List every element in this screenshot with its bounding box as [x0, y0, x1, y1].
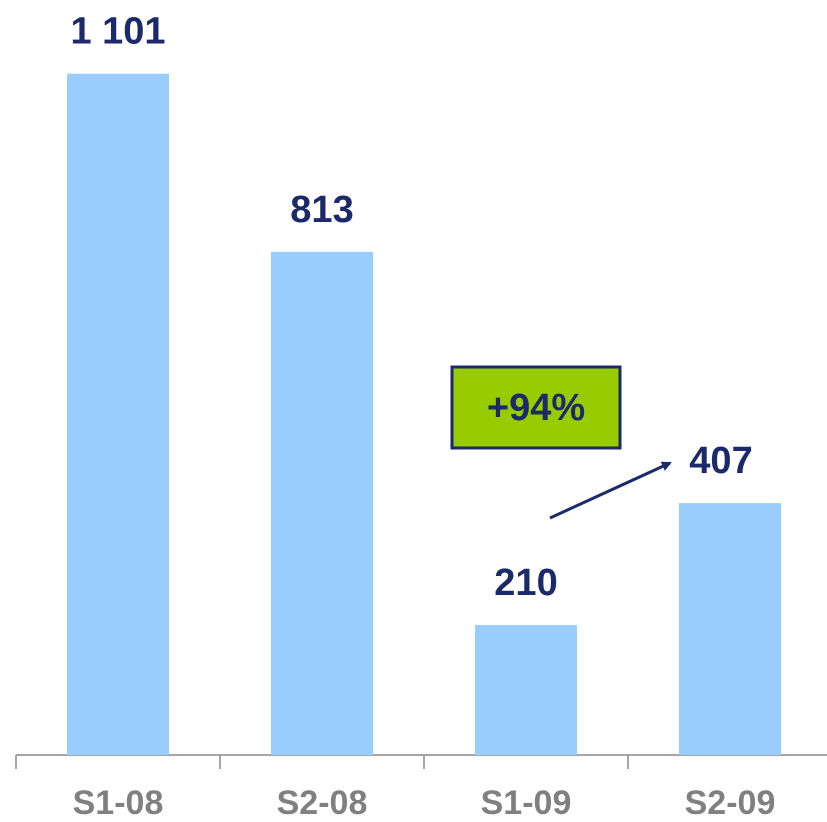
value-label: 407 [689, 440, 752, 482]
annotation-box [450, 365, 622, 450]
value-label: 813 [290, 189, 353, 231]
growth-arrow [549, 461, 672, 520]
value-label: 210 [494, 562, 557, 604]
bar [271, 251, 373, 755]
annotation-text: +94% [487, 387, 585, 429]
x-tick-label: S1-08 [73, 784, 164, 822]
value-label: 1 101 [70, 11, 165, 53]
bar [67, 73, 169, 756]
x-tick-label: S2-09 [685, 784, 776, 822]
bar [679, 503, 781, 755]
x-tick-label: S1-09 [481, 784, 572, 822]
bar [475, 625, 577, 755]
x-tick-label: S2-08 [277, 784, 368, 822]
